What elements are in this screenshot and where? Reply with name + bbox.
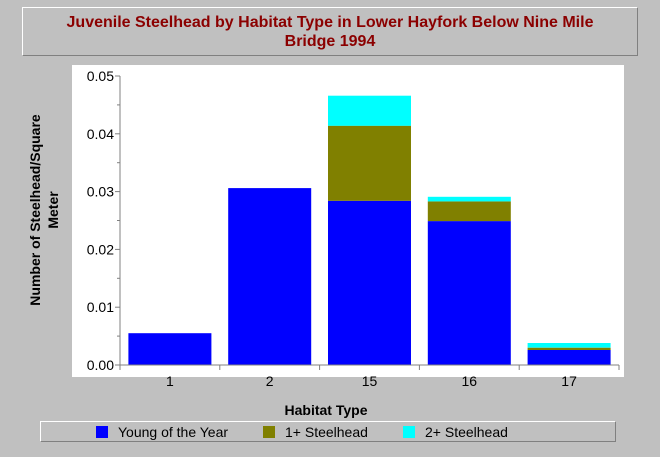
legend: Young of the Year 1+ Steelhead 2+ Steelh… (40, 421, 616, 442)
chart-title: Juvenile Steelhead by Habitat Type in Lo… (66, 13, 594, 50)
bar-segment-16-series-0 (427, 221, 511, 365)
legend-item-1plus-steelhead: 1+ Steelhead (263, 424, 368, 440)
legend-label: Young of the Year (118, 424, 229, 440)
y-tick-label: 0.04 (87, 126, 114, 142)
bar-segment-15-series-2 (328, 95, 411, 126)
bar-segment-17-series-1 (527, 347, 611, 350)
y-tick-label: 0.01 (87, 299, 114, 315)
y-tick-label: 0.05 (87, 68, 114, 84)
legend-swatch (96, 426, 108, 438)
x-tick-label: 2 (266, 373, 274, 389)
x-tick-label: 15 (362, 373, 378, 389)
bar-segment-1-series-0 (128, 333, 212, 365)
legend-swatch (263, 426, 275, 438)
legend-swatch (403, 426, 415, 438)
x-tick-label: 17 (561, 373, 577, 389)
ticks-layer: 0.00 0.01 0.02 0.03 0.04 0.05 1 2 15 16 17 (87, 68, 620, 389)
bar-segment-17-series-2 (527, 343, 611, 348)
y-tick-label: 0.00 (87, 357, 114, 373)
bar-segment-16-series-1 (427, 201, 511, 222)
bar-segment-16-series-2 (427, 196, 511, 202)
legend-item-2plus-steelhead: 2+ Steelhead (403, 424, 508, 440)
chart-canvas: 0.00 0.01 0.02 0.03 0.04 0.05 1 2 15 16 17 Number … (27, 65, 624, 418)
bar-segment-15-series-0 (328, 200, 411, 365)
legend-label: 2+ Steelhead (425, 424, 508, 440)
x-tick-label: 1 (166, 373, 174, 389)
y-tick-label: 0.03 (87, 184, 114, 200)
legend-label: 1+ Steelhead (285, 424, 368, 440)
x-axis-label: Habitat Type (285, 402, 368, 418)
chart-title-box: Juvenile Steelhead by Habitat Type in Lo… (22, 7, 638, 56)
legend-item-young-of-the-year: Young of the Year (96, 424, 228, 440)
y-tick-label: 0.02 (87, 241, 114, 257)
bar-segment-2-series-0 (228, 188, 312, 365)
bar-segment-17-series-0 (527, 350, 611, 365)
bars-layer (128, 95, 611, 365)
y-axis-label: Number of Steelhead/Square Meter (27, 114, 61, 306)
bar-segment-15-series-1 (328, 125, 411, 201)
x-tick-label: 16 (462, 373, 478, 389)
